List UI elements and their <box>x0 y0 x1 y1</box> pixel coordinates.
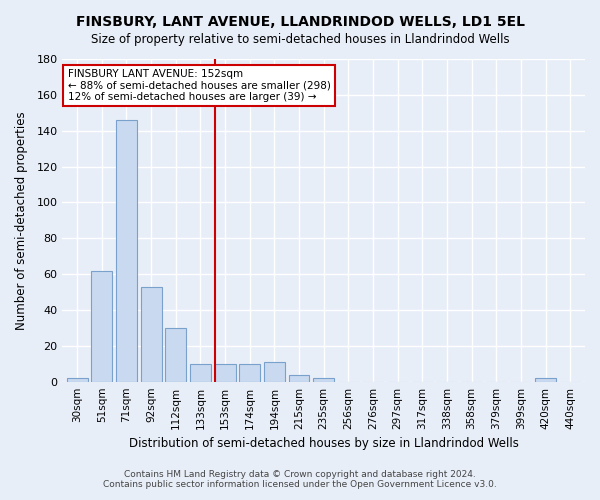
Bar <box>165 328 186 382</box>
Text: FINSBURY LANT AVENUE: 152sqm
← 88% of semi-detached houses are smaller (298)
12%: FINSBURY LANT AVENUE: 152sqm ← 88% of se… <box>68 68 331 102</box>
Bar <box>67 378 88 382</box>
Bar <box>264 362 285 382</box>
Y-axis label: Number of semi-detached properties: Number of semi-detached properties <box>15 111 28 330</box>
Bar <box>190 364 211 382</box>
Bar <box>313 378 334 382</box>
Text: Size of property relative to semi-detached houses in Llandrindod Wells: Size of property relative to semi-detach… <box>91 32 509 46</box>
Bar <box>91 270 112 382</box>
Text: FINSBURY, LANT AVENUE, LLANDRINDOD WELLS, LD1 5EL: FINSBURY, LANT AVENUE, LLANDRINDOD WELLS… <box>76 15 524 29</box>
Bar <box>535 378 556 382</box>
Text: Contains HM Land Registry data © Crown copyright and database right 2024.
Contai: Contains HM Land Registry data © Crown c… <box>103 470 497 489</box>
Bar <box>215 364 236 382</box>
Bar <box>239 364 260 382</box>
X-axis label: Distribution of semi-detached houses by size in Llandrindod Wells: Distribution of semi-detached houses by … <box>129 437 518 450</box>
Bar <box>289 374 310 382</box>
Bar <box>116 120 137 382</box>
Bar <box>140 286 161 382</box>
